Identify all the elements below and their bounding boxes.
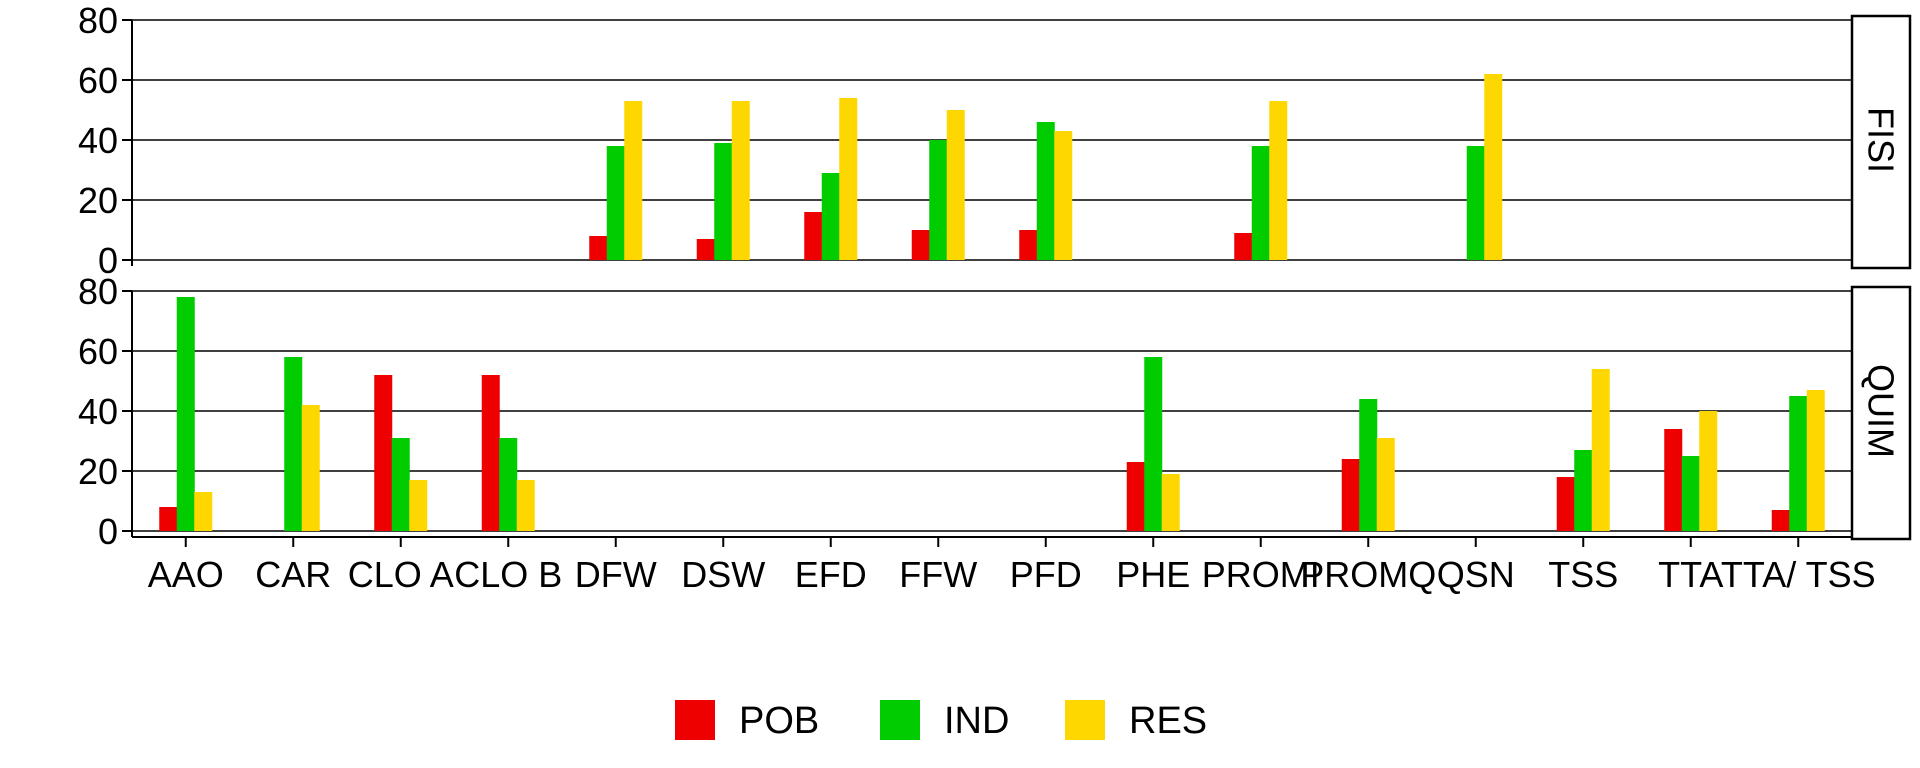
facet-label-fisi: FISI — [1861, 107, 1902, 173]
bar-fisi-res-7 — [946, 110, 965, 260]
bar-quim-res-2 — [409, 480, 428, 531]
bar-quim-pob-3 — [481, 375, 500, 531]
bar-quim-res-13 — [1591, 369, 1610, 531]
bar-quim-ind-9 — [1144, 357, 1163, 531]
x-tick-label: PROMI — [1202, 554, 1320, 595]
bar-fisi-ind-8 — [1036, 122, 1055, 260]
y-tick-label: 80 — [78, 271, 118, 312]
y-tick-label: 0 — [98, 511, 118, 552]
bar-quim-ind-15 — [1789, 396, 1808, 531]
x-tick-label: CAR — [255, 554, 331, 595]
legend-item-res: RES — [1065, 700, 1207, 742]
bar-fisi-pob-6 — [804, 212, 823, 260]
x-tick-label: FFW — [899, 554, 977, 595]
y-tick-label: 40 — [78, 391, 118, 432]
x-tick-label: PROMQ — [1300, 554, 1436, 595]
bar-fisi-res-8 — [1054, 131, 1073, 260]
bar-fisi-pob-7 — [911, 230, 930, 260]
y-tick-label: 20 — [78, 451, 118, 492]
bar-quim-res-1 — [301, 405, 320, 531]
x-tick-label: QSN — [1437, 554, 1515, 595]
bar-quim-ind-11 — [1359, 399, 1378, 531]
y-tick-label: 40 — [78, 120, 118, 161]
panel-fisi: 0 20 40 60 80 FISI — [78, 0, 1912, 281]
bar-quim-res-0 — [194, 492, 213, 531]
x-tick-label: CLO B — [454, 554, 562, 595]
facet-strip — [1850, 285, 1912, 541]
bar-fisi-res-4 — [624, 101, 643, 260]
x-tick-label: TSS — [1548, 554, 1618, 595]
x-tick-label: CLO A — [348, 554, 454, 595]
legend: POB IND RES — [675, 700, 1207, 742]
bar-quim-pob-14 — [1664, 429, 1683, 531]
panels: 0 20 40 60 80 FISI 0 20 40 60 80 QUIM — [78, 0, 1912, 552]
legend-swatch — [675, 700, 715, 740]
legend-label: IND — [944, 700, 1009, 742]
bar-quim-res-11 — [1376, 438, 1395, 531]
x-tick-label: EFD — [795, 554, 867, 595]
x-tick-label: DSW — [681, 554, 765, 595]
bar-fisi-res-6 — [839, 98, 858, 260]
y-tick-label: 0 — [98, 240, 118, 281]
x-axis: AAO CAR CLO A CLO B DFW DSW EFD FFW PFD PHE PROMIP… — [132, 536, 1876, 595]
bar-quim-ind-0 — [176, 297, 195, 531]
bar-fisi-ind-7 — [929, 140, 948, 260]
bar-fisi-res-5 — [731, 101, 750, 260]
facet-strip — [1850, 14, 1912, 270]
bar-quim-res-14 — [1699, 411, 1718, 531]
y-tick-label: 80 — [78, 0, 118, 41]
bar-fisi-res-12 — [1484, 74, 1503, 260]
legend-item-pob: POB — [675, 700, 819, 742]
x-tick-label: PHE — [1116, 554, 1190, 595]
bar-quim-ind-3 — [499, 438, 518, 531]
bar-fisi-ind-6 — [821, 173, 840, 260]
bar-fisi-pob-8 — [1019, 230, 1038, 260]
bar-quim-pob-11 — [1341, 459, 1360, 531]
bar-quim-res-9 — [1161, 474, 1180, 531]
bar-quim-ind-1 — [284, 357, 303, 531]
x-tick-label: TTA/ TSS — [1721, 554, 1876, 595]
y-tick-label: 60 — [78, 60, 118, 101]
bar-fisi-ind-4 — [606, 146, 625, 260]
legend-label: POB — [739, 700, 819, 742]
bar-fisi-ind-12 — [1466, 146, 1485, 260]
bar-fisi-ind-5 — [714, 143, 733, 260]
bar-quim-res-3 — [516, 480, 535, 531]
y-tick-label: 20 — [78, 180, 118, 221]
bar-quim-res-15 — [1806, 390, 1825, 531]
y-tick-label: 60 — [78, 331, 118, 372]
panel-quim: 0 20 40 60 80 QUIM — [78, 271, 1912, 552]
bar-fisi-pob-5 — [696, 239, 715, 260]
bar-fisi-res-10 — [1269, 101, 1288, 260]
bar-quim-pob-9 — [1126, 462, 1145, 531]
bar-quim-ind-2 — [391, 438, 410, 531]
legend-item-ind: IND — [880, 700, 1009, 742]
x-tick-label: PFD — [1010, 554, 1082, 595]
x-tick-label: DFW — [575, 554, 657, 595]
bar-quim-pob-0 — [159, 507, 178, 531]
bar-fisi-pob-4 — [589, 236, 608, 260]
bar-quim-pob-13 — [1556, 477, 1575, 531]
legend-label: RES — [1129, 700, 1207, 742]
legend-swatch — [880, 700, 920, 740]
bar-quim-pob-15 — [1771, 510, 1790, 531]
x-tick-label: TTA — [1658, 554, 1723, 595]
bar-fisi-ind-10 — [1251, 146, 1270, 260]
bar-quim-pob-2 — [374, 375, 393, 531]
bar-fisi-pob-10 — [1234, 233, 1253, 260]
bar-quim-ind-14 — [1681, 456, 1700, 531]
facet-label-quim: QUIM — [1861, 364, 1902, 458]
bar-quim-ind-13 — [1574, 450, 1593, 531]
x-tick-label: AAO — [148, 554, 224, 595]
legend-swatch — [1065, 700, 1105, 740]
